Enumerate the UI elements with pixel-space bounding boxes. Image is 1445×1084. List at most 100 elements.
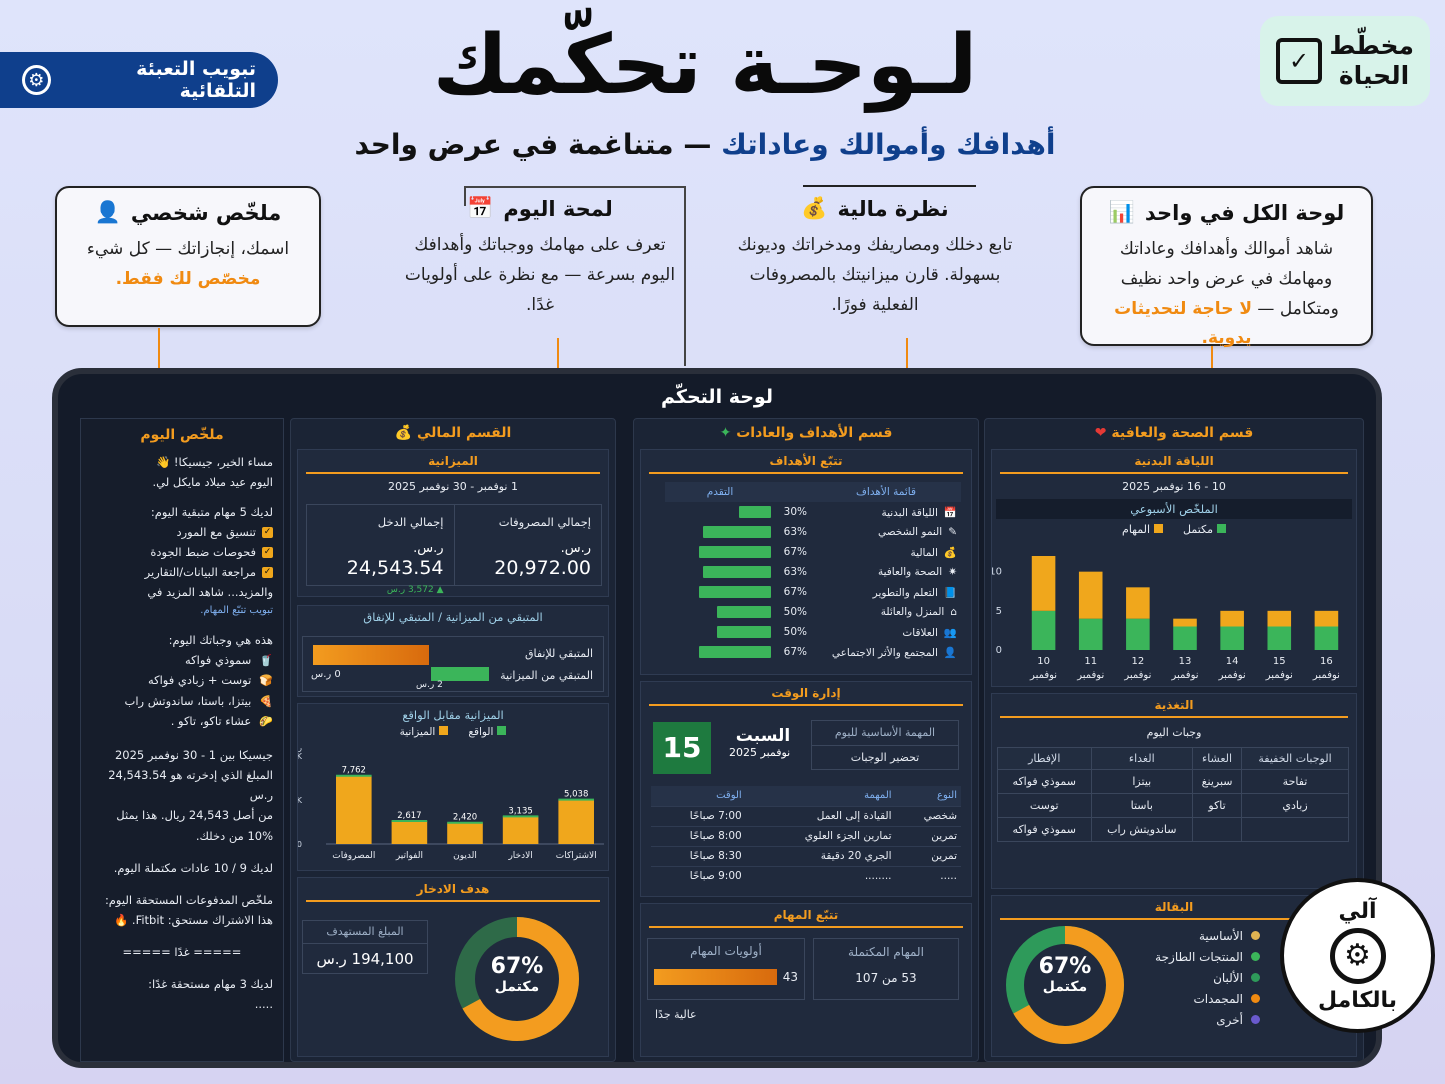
section-heading: قسم الأهداف والعادات xyxy=(736,425,893,441)
completed-tasks-box: المهام المكتملة 53 من 107 xyxy=(813,938,959,1000)
legend-dot xyxy=(1251,931,1260,940)
greeting: مساء الخير، جيسيكا! 👋 xyxy=(155,454,273,469)
ellipsis: ..... xyxy=(254,997,273,1012)
task-tracker-link[interactable]: تبويب تتبّع المهام. xyxy=(200,605,273,617)
remaining-budget-bar xyxy=(431,667,489,681)
people-icon: 👥 xyxy=(943,626,957,639)
x-tick-label: الادخار xyxy=(507,851,532,861)
tomorrow-tasks: لديك 3 مهام مستحقة غدًا: xyxy=(148,977,273,992)
x-tick-day: 13 xyxy=(1179,656,1192,667)
summary-task: ✓ فحوصات ضبط الجودة xyxy=(91,542,273,562)
meal-cell: تاكو xyxy=(1192,793,1243,818)
legend-budget: الميزانية xyxy=(400,726,449,738)
meal-label: عشاء تاكو، تاكو . xyxy=(170,713,252,728)
nutrition-title: التغذية xyxy=(1000,694,1348,718)
goal-row: 👥 العلاقات 50% xyxy=(665,622,961,642)
checkbox-icon[interactable]: ✓ xyxy=(262,567,273,579)
badge-top-text: آلي xyxy=(1338,898,1377,924)
grocery-donut xyxy=(1006,926,1124,1044)
budget-bar xyxy=(447,822,483,844)
feature-today: لمحة اليوم 📅 تعرف على مهامك ووجباتك وأهدا… xyxy=(395,196,685,320)
feature-title: لمحة اليوم xyxy=(503,196,613,221)
goal-progress-bar xyxy=(738,506,771,518)
schedule-cell: تمرين xyxy=(895,845,961,866)
goal-percent: 63% xyxy=(783,566,807,578)
meals-intro: هذه هي وجباتك اليوم: xyxy=(168,632,273,647)
budget-line: جيسيكا بين 1 - 30 نوفمبر 2025 xyxy=(114,748,273,762)
page-subtitle: أهدافك وأموالك وعاداتك — متناغمة في عرض … xyxy=(330,128,1080,161)
feature-finance: نظرة مالية 💰 تابع دخلك ومصاريفك ومدخراتك … xyxy=(735,196,1015,320)
meal-cell xyxy=(1241,817,1349,842)
dashboard-title: لوحة التحكّم xyxy=(661,386,773,408)
goal-percent: 50% xyxy=(783,626,807,638)
meal-row: ساندويتش راب سموذي فواكه xyxy=(997,817,1349,842)
goal-label: المجتمع والأثر الاجتماعي xyxy=(831,646,938,659)
budget-vs-actual-panel: الميزانية مقابل الواقع الواقع الميزانية … xyxy=(297,703,609,871)
divider xyxy=(803,185,976,187)
budget-title: الميزانية xyxy=(306,450,600,474)
meal-label: بيتزا، باستا، ساندوتش راب xyxy=(124,693,252,708)
y-tick-label: 5K xyxy=(298,796,303,805)
meal-cell xyxy=(1192,817,1243,842)
community-icon: 👤 xyxy=(943,646,957,659)
autofill-tab-button[interactable]: تبويب التعبئة التلقائية ⚙ xyxy=(0,52,278,108)
savings-donut xyxy=(455,917,579,1041)
goal-percent: 67% xyxy=(783,646,807,658)
summary-task: ✓ تنسيق مع المورد xyxy=(91,522,273,542)
toast-icon: 🍞 xyxy=(259,674,273,688)
schedule-cell: تمرين xyxy=(895,825,961,846)
more-text: والمزيد... شاهد المزيد في xyxy=(147,585,273,600)
done-bar xyxy=(1267,626,1292,650)
checkbox-icon[interactable]: ✓ xyxy=(262,547,273,558)
savings-goal-panel: هدف الادخار المبلغ المستهدف 194,100 ر.س … xyxy=(297,877,609,1057)
schedule-cell: ..... xyxy=(895,865,961,886)
priority-box: أولويات المهام 43 xyxy=(647,938,805,1000)
goal-row: 📘 التعلم والتطوير 67% xyxy=(665,582,961,602)
goal-label: الصحة والعافية xyxy=(877,566,943,578)
x-tick-month: نوفمبر xyxy=(1218,670,1246,681)
summary-heading: ملخّص اليوم xyxy=(140,427,224,443)
tasks-bar xyxy=(1220,610,1244,627)
schedule-col: الوقت xyxy=(716,790,742,802)
budget-line: 10% من دخلك. xyxy=(195,828,273,843)
legend-dot xyxy=(1251,952,1260,961)
legend-label: المجمدات xyxy=(1193,992,1243,1006)
x-tick-day: 11 xyxy=(1084,656,1097,667)
daily-summary: ملخّص اليوم مساء الخير، جيسيكا! 👋 اليوم … xyxy=(80,418,284,1062)
schedule-cell: شخصي xyxy=(895,805,961,826)
goal-row: 💰 المالية 67% xyxy=(665,542,961,562)
schedule-col: المهمة xyxy=(864,790,892,802)
budget-bar xyxy=(502,816,539,844)
meal-row: زبادي تاكو باستا توست xyxy=(997,793,1349,818)
goal-percent: 50% xyxy=(783,606,807,618)
budget-bar xyxy=(336,775,372,844)
subtitle-highlight: أهدافك وأموالك وعاداتك xyxy=(721,128,1056,161)
grocery-legend-item: الأساسية xyxy=(1155,926,1260,947)
main-task-box: المهمة الأساسية لليوم تحضير الوجبات xyxy=(811,720,959,770)
goal-percent: 67% xyxy=(783,546,807,558)
meal-cell: ساندويتش راب xyxy=(1090,817,1194,842)
goal-name: 👥 العلاقات xyxy=(811,622,961,642)
done-bar xyxy=(1220,626,1244,650)
time-management-panel: إدارة الوقت المهمة الأساسية لليوم تحضير … xyxy=(640,681,972,897)
grocery-legend-item: المجمدات xyxy=(1155,989,1260,1010)
money-bag-icon: 💰 xyxy=(801,196,828,220)
checkbox-icon[interactable]: ✓ xyxy=(262,526,273,538)
goal-label: اللياقة البدنية xyxy=(881,506,938,519)
pencil-icon: ✎ xyxy=(948,526,957,538)
schedule-cell: القيادة إلى العمل xyxy=(745,805,896,826)
remaining-panel: المتبقي من الميزانية / المتبقي للإنفاق ا… xyxy=(297,605,609,697)
feature-highlight: لا حاجة لتحديثات يدوية. xyxy=(1114,298,1253,349)
task-label: تنسيق مع المورد xyxy=(176,524,256,539)
legend-label: الأساسية xyxy=(1199,929,1243,943)
sparkle-icon: ✦ xyxy=(719,425,732,441)
meal-cell: سموذي فواكه xyxy=(997,817,1092,842)
bva-title: الميزانية مقابل الواقع xyxy=(402,708,504,722)
goal-row: 👤 المجتمع والأثر الاجتماعي 67% xyxy=(665,642,961,662)
schedule-cell: 9:00 صباحًا xyxy=(651,865,746,886)
goal-progress-bar xyxy=(717,626,771,638)
goal-label: المالية xyxy=(910,546,938,559)
payments-intro: ملخّص المدفوعات المستحقة اليوم: xyxy=(104,892,273,907)
budget-panel: الميزانية 1 نوفمبر - 30 نوفمبر 2025 إجما… xyxy=(297,449,609,597)
book-icon: 📘 xyxy=(943,586,957,599)
